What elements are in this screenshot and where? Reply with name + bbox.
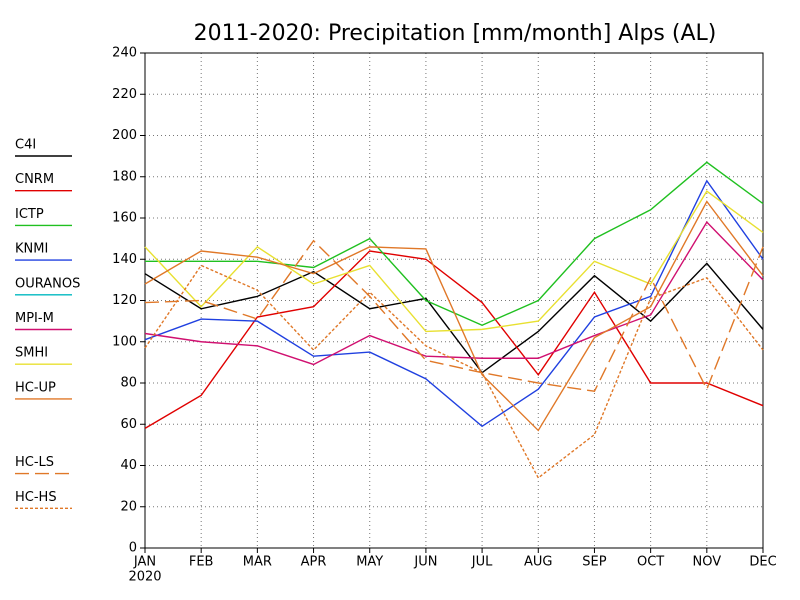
legend-label: KNMI xyxy=(15,242,48,257)
series-line xyxy=(144,262,764,374)
series-line xyxy=(144,200,764,432)
x-tick-label: DEC xyxy=(749,555,776,570)
x-tick-label: NOV xyxy=(693,555,722,570)
y-tick-label: 60 xyxy=(120,417,137,432)
legend-label: C4I xyxy=(15,138,36,153)
plot-frame xyxy=(144,52,764,549)
x-tick-label: MAY xyxy=(356,555,383,570)
legend-label: HC-UP xyxy=(15,380,56,395)
legend-label: SMHI xyxy=(15,346,48,361)
legend-label: ICTP xyxy=(15,207,44,222)
series-line xyxy=(144,264,764,479)
y-tick-label: 220 xyxy=(112,87,137,102)
legend-label: OURANOS xyxy=(15,276,80,291)
x-tick-label: FEB xyxy=(189,555,214,570)
legend-label: HC-LS xyxy=(15,455,54,470)
y-tick-label: 140 xyxy=(112,252,137,267)
x-tick-label: MAR xyxy=(243,555,272,570)
legend-label: CNRM xyxy=(15,172,54,187)
x-year-label: 2020 xyxy=(128,570,161,585)
x-tick-label: JUL xyxy=(471,555,493,570)
y-tick-label: 180 xyxy=(112,169,137,184)
y-tick-label: 100 xyxy=(112,334,137,349)
chart-title: 2011-2020: Precipitation [mm/month] Alps… xyxy=(194,21,717,46)
x-tick-label: JUN xyxy=(413,555,437,570)
x-tick-label: AUG xyxy=(524,555,552,570)
y-tick-label: 240 xyxy=(112,46,137,61)
x-tick-label: OCT xyxy=(637,555,664,570)
legend-label: MPI-M xyxy=(15,311,54,326)
y-tick-label: 0 xyxy=(129,541,137,556)
y-tick-label: 120 xyxy=(112,293,137,308)
y-tick-label: 80 xyxy=(120,376,137,391)
y-tick-label: 160 xyxy=(112,211,137,226)
y-tick-label: 20 xyxy=(120,499,137,514)
y-tick-label: 200 xyxy=(112,128,137,143)
series-line xyxy=(144,179,764,428)
series-line xyxy=(144,250,764,429)
y-tick-label: 40 xyxy=(120,458,137,473)
x-tick-label: SEP xyxy=(582,555,606,570)
series-line xyxy=(144,239,764,393)
x-tick-label: APR xyxy=(301,555,327,570)
x-tick-label: JAN xyxy=(133,555,156,570)
legend-label: HC-HS xyxy=(15,490,57,505)
series-line xyxy=(144,220,764,366)
